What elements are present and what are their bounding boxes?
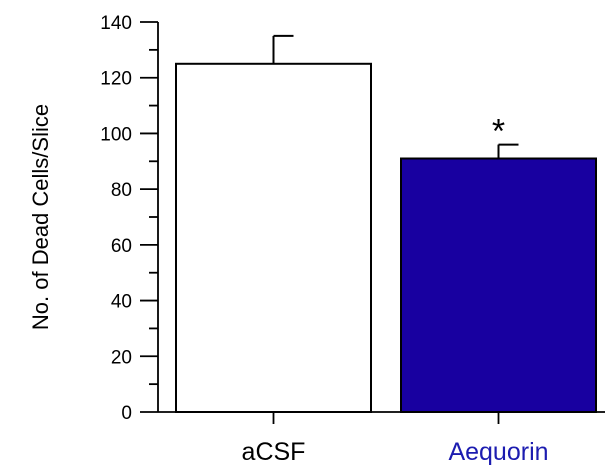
chart-axes: 0 20 40 60 80 100 120 140 aCSF Aequorin bbox=[100, 13, 605, 466]
bar-acsf bbox=[175, 62, 372, 414]
x-tick-label: aCSF bbox=[242, 438, 306, 466]
y-tick-label: 120 bbox=[100, 69, 132, 90]
bar-aequorin bbox=[400, 157, 597, 413]
y-tick-label: 60 bbox=[111, 236, 132, 257]
y-axis-label: No. of Dead Cells/Slice bbox=[28, 104, 53, 330]
y-tick-label: 140 bbox=[100, 13, 132, 34]
y-tick-label: 100 bbox=[100, 124, 132, 145]
chart-bars: * bbox=[175, 34, 597, 414]
y-tick-label: 0 bbox=[121, 403, 132, 424]
significance-marker: * bbox=[492, 113, 505, 151]
y-tick-label: 80 bbox=[111, 180, 132, 201]
y-tick-label: 40 bbox=[111, 292, 132, 313]
y-tick-label: 20 bbox=[111, 347, 132, 368]
x-tick-label: Aequorin bbox=[448, 438, 548, 466]
